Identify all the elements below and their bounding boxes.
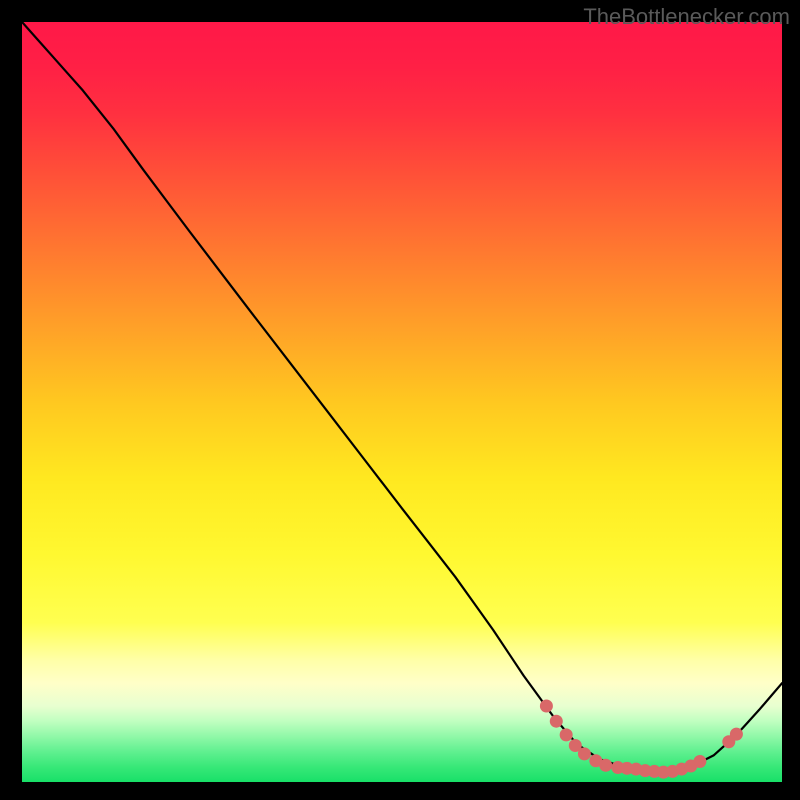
marker-dot (560, 728, 573, 741)
chart-background (22, 22, 782, 782)
chart-container (22, 22, 782, 782)
bottleneck-chart (22, 22, 782, 782)
marker-dot (540, 700, 553, 713)
marker-dot (550, 715, 563, 728)
marker-dot (578, 747, 591, 760)
watermark-text: TheBottlenecker.com (583, 4, 790, 30)
marker-dot (730, 728, 743, 741)
marker-dot (599, 759, 612, 772)
marker-dot (693, 755, 706, 768)
